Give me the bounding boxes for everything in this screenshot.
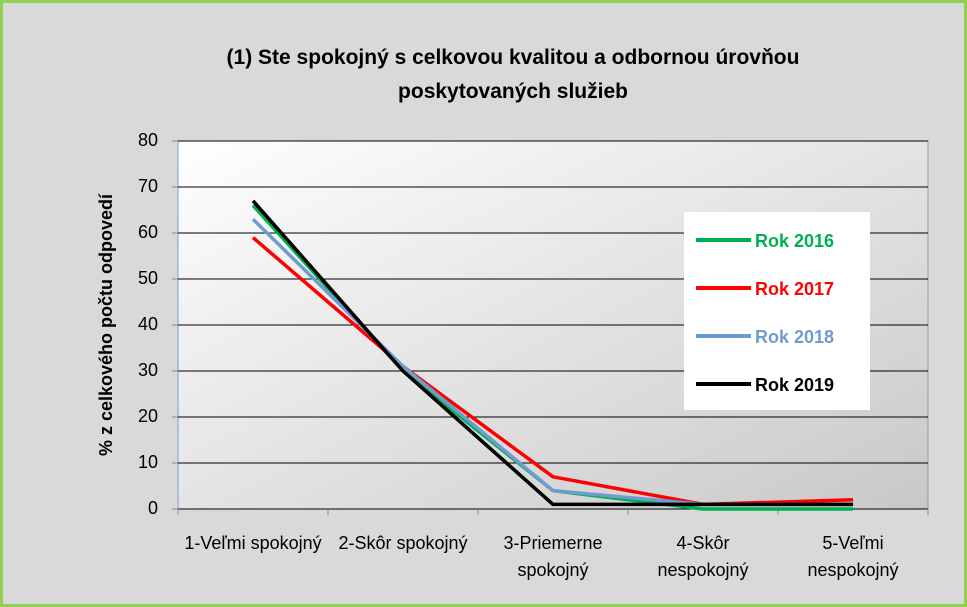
x-tick-label: 4-Skôr nespokojný (657, 533, 749, 580)
y-tick-label: 0 (148, 498, 158, 518)
x-tick-label: 2-Skôr spokojný (338, 533, 468, 553)
y-axis-label: % z celkového počtu odpovedí (96, 193, 116, 456)
chart-svg: % z celkového počtu odpovedí 0 10 20 30 40 50… (96, 130, 929, 518)
legend-label: Rok 2019 (755, 375, 834, 395)
line (251, 199, 853, 507)
y-tick-label: 20 (138, 406, 158, 426)
x-tick-label: 1-Veľmi spokojný (184, 533, 322, 553)
chart-title: (1) Ste spokojný s celkovou kvalitou a o… (226, 46, 800, 103)
legend-label: Rok 2017 (755, 279, 834, 299)
y-tick-label: 30 (138, 360, 158, 380)
y-tick-label: 40 (138, 314, 158, 334)
y-tick-label: 50 (138, 268, 158, 288)
y-tick-label: 10 (138, 452, 158, 472)
x-tick-label: 5-Veľmi nespokojný (807, 533, 899, 580)
y-tick-label: 70 (138, 176, 158, 196)
y-tick-label: 60 (138, 222, 158, 242)
legend (684, 212, 870, 410)
legend-label: Rok 2016 (755, 231, 834, 251)
legend-label: Rok 2018 (755, 327, 834, 347)
x-tick-label: 3-Priemerne spokojný (503, 533, 603, 580)
y-tick-label: 80 (138, 130, 158, 150)
